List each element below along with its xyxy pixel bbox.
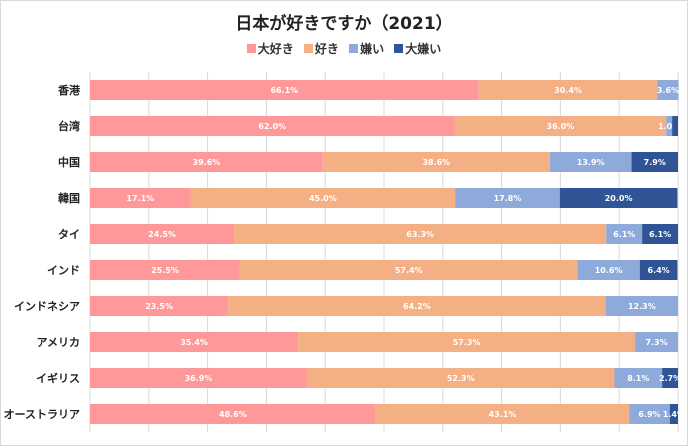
bar-segment <box>90 152 323 172</box>
data-label: 52.3% <box>447 374 475 383</box>
data-label: 12.3% <box>628 302 656 311</box>
legend-swatch-series-4 <box>394 44 404 53</box>
data-label: 6.1% <box>649 230 671 239</box>
data-label: 10.6% <box>595 266 623 275</box>
bar-segment <box>190 188 456 208</box>
data-label: 43.1% <box>489 410 517 419</box>
data-label: 17.8% <box>494 194 522 203</box>
legend-label-series-1: 大好き <box>257 42 294 56</box>
bar-segment <box>559 188 678 208</box>
bar-segment <box>549 152 632 172</box>
category-label: タイ <box>58 228 80 241</box>
data-label: 1.4% <box>663 410 685 419</box>
bar-segment <box>606 224 643 244</box>
bar-segment <box>90 116 455 136</box>
data-label: 25.5% <box>151 266 179 275</box>
bar-segment <box>635 332 678 352</box>
bar-segment <box>577 260 640 280</box>
bar-segment <box>90 404 376 424</box>
data-label: 45.0% <box>309 194 337 203</box>
data-label: 3.6% <box>657 86 679 95</box>
data-label: 38.6% <box>422 158 450 167</box>
data-label: 7.9% <box>644 158 666 167</box>
data-label: 7.3% <box>645 338 667 347</box>
legend-label-series-2: 好き <box>314 42 339 56</box>
legend-item-series-4: 大嫌い <box>394 40 441 57</box>
bar-segment <box>666 116 673 136</box>
data-label: 39.6% <box>193 158 221 167</box>
legend-item-series-3: 嫌い <box>349 40 384 57</box>
legend-label-series-4: 大嫌い <box>405 42 442 56</box>
bar-segment <box>234 224 607 244</box>
data-label: 62.0% <box>258 122 286 131</box>
chart-legend: 大好き 好き 嫌い 大嫌い <box>0 40 688 57</box>
bar-segment <box>90 224 235 244</box>
bar-segment <box>662 368 678 388</box>
category-label: インドネシア <box>14 300 80 313</box>
data-label: 6.9% <box>638 410 660 419</box>
bar-segment <box>642 224 678 244</box>
bar-segment <box>657 80 679 100</box>
data-label: 48.6% <box>219 410 247 419</box>
data-label: 1.0% <box>658 122 680 131</box>
bar-segment <box>455 188 560 208</box>
data-label: 57.3% <box>453 338 481 347</box>
legend-swatch-series-1 <box>246 44 256 53</box>
data-label: 36.9% <box>185 374 213 383</box>
legend-swatch-series-3 <box>349 44 359 53</box>
bar-segment <box>478 80 658 100</box>
legend-label-series-3: 嫌い <box>360 42 385 56</box>
bar-segment <box>90 368 307 388</box>
bar-segment <box>306 368 615 388</box>
legend-item-series-2: 好き <box>303 40 339 57</box>
legend-item-series-1: 大好き <box>246 40 294 57</box>
bar-segment <box>90 296 229 316</box>
bar-segment <box>90 260 240 280</box>
data-label: 35.4% <box>180 338 208 347</box>
bar-segment <box>90 332 299 352</box>
data-label: 63.3% <box>406 230 434 239</box>
category-label: インド <box>47 264 80 277</box>
category-label: 韓国 <box>58 191 80 205</box>
bar-segment <box>605 296 678 316</box>
data-label: 2.7% <box>659 374 681 383</box>
bar-segment <box>375 404 630 424</box>
data-label: 20.0% <box>605 194 633 203</box>
bar-segment <box>90 80 479 100</box>
chart-title: 日本が好きですか（2021） <box>235 14 453 34</box>
bar-segment <box>90 188 191 208</box>
bar-segment <box>322 152 550 172</box>
category-label: 香港 <box>57 83 81 97</box>
data-label: 57.4% <box>395 266 423 275</box>
bar-segment <box>614 368 663 388</box>
data-label: 30.4% <box>554 86 582 95</box>
category-label: イギリス <box>36 371 80 385</box>
legend-swatch-series-2 <box>303 44 313 53</box>
data-label: 24.5% <box>148 230 176 239</box>
data-label: 13.9% <box>577 158 605 167</box>
bar-segment <box>298 332 636 352</box>
data-label: 64.2% <box>403 302 431 311</box>
data-label: 36.0% <box>547 122 575 131</box>
bar-segment <box>239 260 578 280</box>
data-label: 8.1% <box>627 374 649 383</box>
category-label: 台湾 <box>58 119 80 133</box>
bar-segment <box>669 404 678 424</box>
category-label: オーストラリア <box>4 408 80 421</box>
bar-segment <box>454 116 667 136</box>
bar-segment <box>672 116 678 136</box>
category-label: 中国 <box>58 155 80 169</box>
data-label: 6.4% <box>648 266 670 275</box>
bar-segment <box>228 296 606 316</box>
bar-segment <box>631 152 678 172</box>
data-label: 23.5% <box>145 302 173 311</box>
bar-segment <box>639 260 678 280</box>
data-label: 17.1% <box>126 194 154 203</box>
bar-segment <box>629 404 670 424</box>
category-label: アメリカ <box>37 336 80 349</box>
data-label: 6.1% <box>613 230 635 239</box>
data-label: 66.1% <box>270 86 298 95</box>
